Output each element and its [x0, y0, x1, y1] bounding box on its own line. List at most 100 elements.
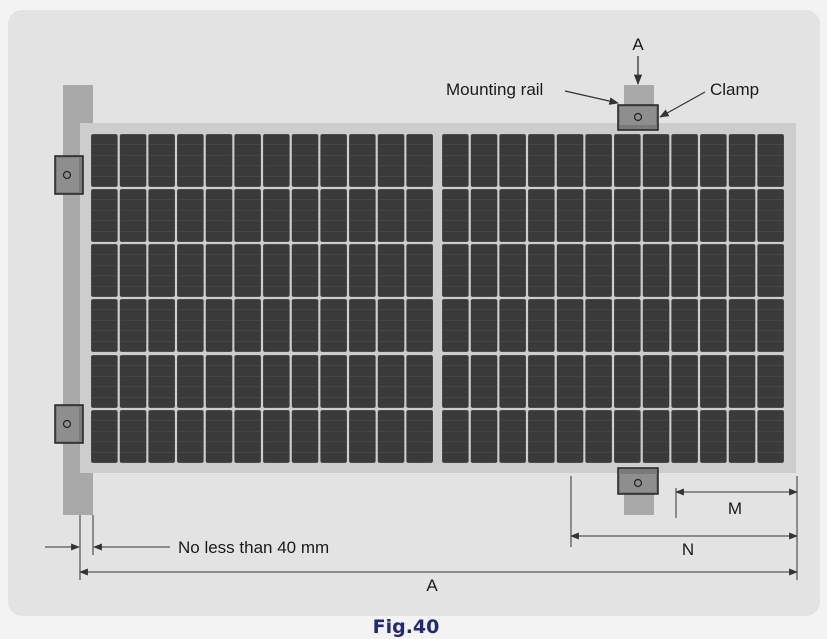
solar-cell	[377, 244, 405, 297]
solar-cell	[700, 244, 727, 297]
solar-cell	[377, 410, 405, 463]
solar-cell	[528, 134, 555, 187]
solar-cell	[263, 189, 290, 242]
solar-cell	[470, 134, 498, 187]
solar-cell	[757, 410, 784, 463]
solar-cell	[728, 244, 756, 297]
solar-cell	[177, 134, 204, 187]
solar-cell	[291, 189, 319, 242]
solar-cell	[556, 134, 584, 187]
clamp-leader	[659, 91, 706, 118]
solar-cell	[119, 355, 147, 408]
solar-cell	[234, 355, 261, 408]
solar-cell	[406, 189, 433, 242]
solar-cell	[263, 134, 290, 187]
solar-cell	[499, 410, 526, 463]
solar-cell	[349, 410, 376, 463]
solar-cell	[757, 134, 784, 187]
solar-cell	[700, 355, 727, 408]
solar-cell	[470, 410, 498, 463]
solar-cell	[320, 299, 347, 352]
a-dimension-label: A	[426, 576, 438, 595]
solar-cell	[406, 299, 433, 352]
m-dimension-label: M	[728, 499, 742, 518]
solar-cell	[263, 244, 290, 297]
solar-cell	[148, 244, 175, 297]
solar-cell	[556, 244, 584, 297]
solar-cell	[377, 189, 405, 242]
solar-cell	[234, 244, 261, 297]
solar-cell	[234, 134, 261, 187]
solar-cell	[556, 299, 584, 352]
solar-cell	[585, 410, 612, 463]
solar-cell	[642, 134, 670, 187]
solar-cell-grid	[91, 134, 784, 463]
solar-cell	[728, 355, 756, 408]
solar-cell	[205, 189, 233, 242]
solar-cell	[700, 410, 727, 463]
solar-cell	[614, 410, 641, 463]
solar-cell	[119, 244, 147, 297]
n-dimension-label: N	[682, 540, 694, 559]
solar-cell	[757, 244, 784, 297]
solar-cell	[556, 410, 584, 463]
solar-cell	[556, 189, 584, 242]
solar-cell	[671, 299, 698, 352]
solar-cell	[291, 410, 319, 463]
solar-cell	[377, 355, 405, 408]
solar-cell	[499, 189, 526, 242]
solar-cell	[528, 299, 555, 352]
solar-cell	[757, 189, 784, 242]
solar-cell	[470, 189, 498, 242]
solar-cell	[291, 244, 319, 297]
solar-cell	[470, 299, 498, 352]
solar-cell	[470, 244, 498, 297]
solar-cell	[671, 410, 698, 463]
solar-cell	[499, 299, 526, 352]
solar-cell	[728, 134, 756, 187]
solar-cell	[499, 244, 526, 297]
figure-caption: Fig.40	[373, 616, 440, 638]
solar-cell	[91, 355, 118, 408]
clamp-top-right	[617, 104, 659, 131]
solar-cell	[263, 355, 290, 408]
solar-cell	[91, 244, 118, 297]
solar-cell	[91, 299, 118, 352]
solar-cell	[499, 134, 526, 187]
solar-cell	[585, 355, 612, 408]
solar-cell	[406, 134, 433, 187]
solar-cell	[119, 410, 147, 463]
solar-cell	[177, 244, 204, 297]
solar-cell	[614, 134, 641, 187]
solar-cell	[528, 355, 555, 408]
solar-cell	[148, 355, 175, 408]
solar-cell	[671, 189, 698, 242]
solar-cell	[177, 189, 204, 242]
solar-cell	[148, 189, 175, 242]
solar-cell	[442, 134, 469, 187]
solar-cell	[728, 189, 756, 242]
mounting-rail-label: Mounting rail	[446, 80, 543, 99]
solar-cell	[585, 299, 612, 352]
solar-cell	[528, 410, 555, 463]
solar-cell	[757, 299, 784, 352]
solar-cell	[528, 244, 555, 297]
solar-cell	[148, 299, 175, 352]
solar-cell	[320, 244, 347, 297]
solar-cell	[263, 299, 290, 352]
solar-cell	[614, 355, 641, 408]
solar-cell	[177, 299, 204, 352]
solar-cell	[320, 410, 347, 463]
solar-cell	[349, 134, 376, 187]
solar-cell	[263, 410, 290, 463]
solar-cell	[671, 244, 698, 297]
solar-cell	[349, 299, 376, 352]
solar-cell	[642, 299, 670, 352]
solar-cell	[442, 244, 469, 297]
solar-cell	[91, 189, 118, 242]
solar-cell	[377, 134, 405, 187]
mounting-rail-leader	[564, 90, 619, 105]
solar-cell	[205, 244, 233, 297]
solar-cell	[442, 410, 469, 463]
solar-cell	[642, 189, 670, 242]
